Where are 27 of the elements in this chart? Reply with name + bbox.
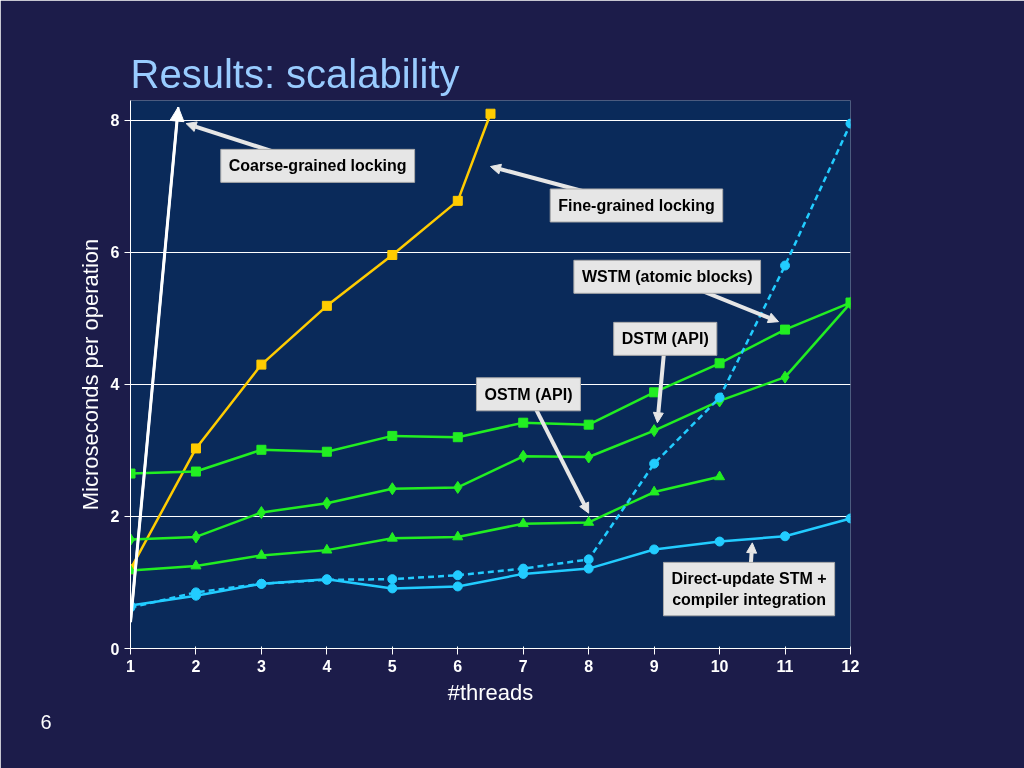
x-tick-label: 6 [453,657,463,675]
y-tick-label: 4 [110,376,120,394]
x-tick-label: 1 [126,657,136,675]
y-tick-label: 0 [110,640,120,658]
text: DSTM (API) [621,330,709,348]
series-label: Direct-update STM + compiler integration [671,570,827,608]
x-tick-label: 9 [649,657,659,675]
x-tick-label: 7 [518,657,528,675]
x-tick-label: 3 [256,657,266,675]
y-tick-label: 8 [110,112,120,130]
x-tick-label: 10 [710,657,729,675]
x-tick-label: 4 [322,657,332,675]
x-tick-label: 2 [191,657,201,675]
y-axis-title: Microseconds per operation [77,238,103,511]
x-tick-label: 5 [387,657,397,675]
text: OSTM (API) [484,385,573,403]
y-tick-label: 6 [110,244,120,262]
text: WSTM (atomic blocks) [581,268,753,286]
x-axis-title: #threads [447,679,534,705]
y-tick-label: 2 [110,508,120,526]
x-tick-label: 8 [584,657,594,675]
text: Fine-grained locking [558,196,715,214]
x-tick-label: 11 [776,657,794,675]
chart-title: Results: scalability [130,51,460,96]
x-tick-label: 12 [841,657,860,675]
text: 6 [40,710,52,733]
text: Coarse-grained locking [228,157,407,175]
